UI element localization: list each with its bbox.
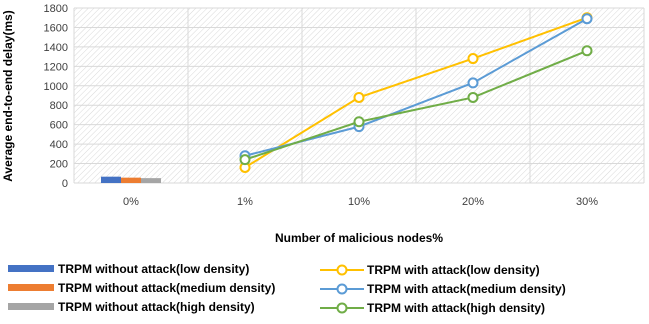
data-point <box>353 91 365 103</box>
legend-marker <box>336 264 348 276</box>
data-point <box>467 77 479 89</box>
legend-swatch <box>8 284 54 291</box>
legend-marker <box>336 302 348 314</box>
y-tick-label: 1800 <box>44 3 68 15</box>
y-axis-label: Average end-to-end delay(ms) <box>1 10 15 182</box>
data-point <box>467 53 479 65</box>
x-tick-label: 20% <box>462 196 484 208</box>
bars <box>101 176 161 183</box>
y-tick-label: 400 <box>50 139 68 151</box>
x-tick-labels: 0% 1% 10% 20% 30% <box>123 196 598 208</box>
bar <box>141 178 161 183</box>
y-tick-label: 1200 <box>44 61 68 73</box>
x-tick-label: 10% <box>348 196 370 208</box>
legend-label: TRPM with attack(medium density) <box>367 282 566 296</box>
y-tick-label: 1400 <box>44 42 68 54</box>
y-tick-label: 800 <box>50 100 68 112</box>
legend-marker <box>336 283 348 295</box>
x-axis-label: Number of malicious nodes% <box>275 231 443 245</box>
x-tick-label: 1% <box>237 196 253 208</box>
grid <box>73 7 645 184</box>
legend-label: TRPM without attack(medium density) <box>58 281 275 295</box>
data-point <box>353 116 365 128</box>
y-tick-labels: 0 200 400 600 800 1000 1200 1400 1600 1800 <box>44 3 68 190</box>
y-tick-label: 600 <box>50 120 68 132</box>
y-tick-label: 1600 <box>44 22 68 34</box>
y-tick-label: 200 <box>50 159 68 171</box>
series-line <box>244 16 588 169</box>
data-point <box>581 45 593 57</box>
series-line <box>244 49 588 161</box>
legend-swatch <box>8 265 54 272</box>
data-point <box>467 91 479 103</box>
legend: TRPM without attack(low density) TRPM wit… <box>8 262 566 315</box>
lines <box>239 12 593 173</box>
y-tick-label: 1000 <box>44 81 68 93</box>
bar <box>101 176 121 183</box>
legend-label: TRPM with attack(low density) <box>367 263 540 277</box>
y-tick-label: 0 <box>62 178 68 190</box>
data-point <box>239 154 251 166</box>
bar <box>121 177 141 183</box>
legend-swatch <box>8 303 54 310</box>
data-point <box>581 13 593 25</box>
legend-label: TRPM with attack(high density) <box>367 301 545 315</box>
legend-label: TRPM without attack(low density) <box>58 262 249 276</box>
legend-label: TRPM without attack(high density) <box>58 300 255 314</box>
x-tick-label: 0% <box>123 196 139 208</box>
x-tick-label: 30% <box>576 196 598 208</box>
